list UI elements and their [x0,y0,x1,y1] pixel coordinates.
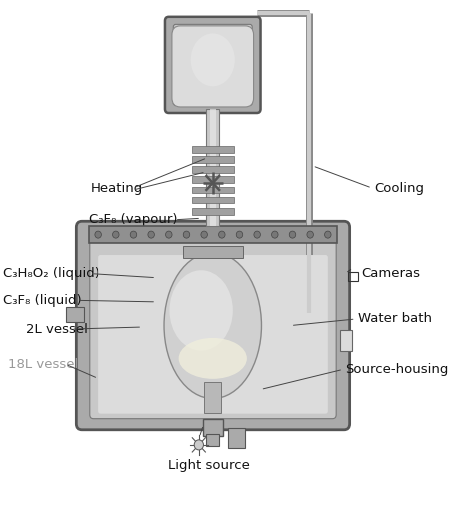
FancyBboxPatch shape [165,17,261,113]
Ellipse shape [170,270,233,350]
FancyBboxPatch shape [172,26,254,107]
Text: Cooling: Cooling [374,181,424,194]
Text: Light source: Light source [168,459,250,472]
Bar [340,330,352,351]
Circle shape [236,231,243,238]
Text: C₃H₈O₂ (liquid): C₃H₈O₂ (liquid) [3,267,100,280]
Circle shape [194,440,203,450]
Text: Heating: Heating [91,181,144,194]
Circle shape [219,231,225,238]
Circle shape [201,231,208,238]
Text: 18L vessel: 18L vessel [8,358,78,371]
Bar [206,109,219,226]
Circle shape [272,231,278,238]
Text: 2L vessel: 2L vessel [26,323,88,335]
Circle shape [148,231,155,238]
Ellipse shape [179,338,247,379]
Circle shape [307,231,313,238]
Bar [192,176,234,183]
Bar [204,382,221,413]
Circle shape [130,231,137,238]
Bar [206,434,219,446]
Circle shape [112,231,119,238]
Text: C₃F₈ (liquid): C₃F₈ (liquid) [3,294,82,307]
Bar [228,428,245,448]
FancyBboxPatch shape [76,221,350,430]
Circle shape [95,231,101,238]
FancyBboxPatch shape [90,232,336,419]
FancyBboxPatch shape [173,24,252,106]
Bar [192,196,234,203]
Ellipse shape [164,252,262,398]
Bar [182,246,243,258]
Bar [192,186,234,193]
Circle shape [289,231,296,238]
Bar [192,208,234,215]
Bar [192,166,234,173]
Circle shape [165,231,172,238]
Bar [202,419,223,436]
Circle shape [325,231,331,238]
Bar [192,157,234,163]
Circle shape [254,231,260,238]
Bar [66,308,84,322]
Bar [210,109,216,226]
Text: Water bath: Water bath [358,313,432,326]
Circle shape [183,231,190,238]
Text: C₃F₈ (vapour): C₃F₈ (vapour) [89,213,177,226]
FancyBboxPatch shape [98,255,328,414]
Bar [348,272,358,281]
Ellipse shape [191,33,235,86]
Bar [192,146,234,153]
Bar [89,226,337,243]
Text: Cameras: Cameras [362,267,421,280]
Text: Source-housing: Source-housing [345,363,448,376]
